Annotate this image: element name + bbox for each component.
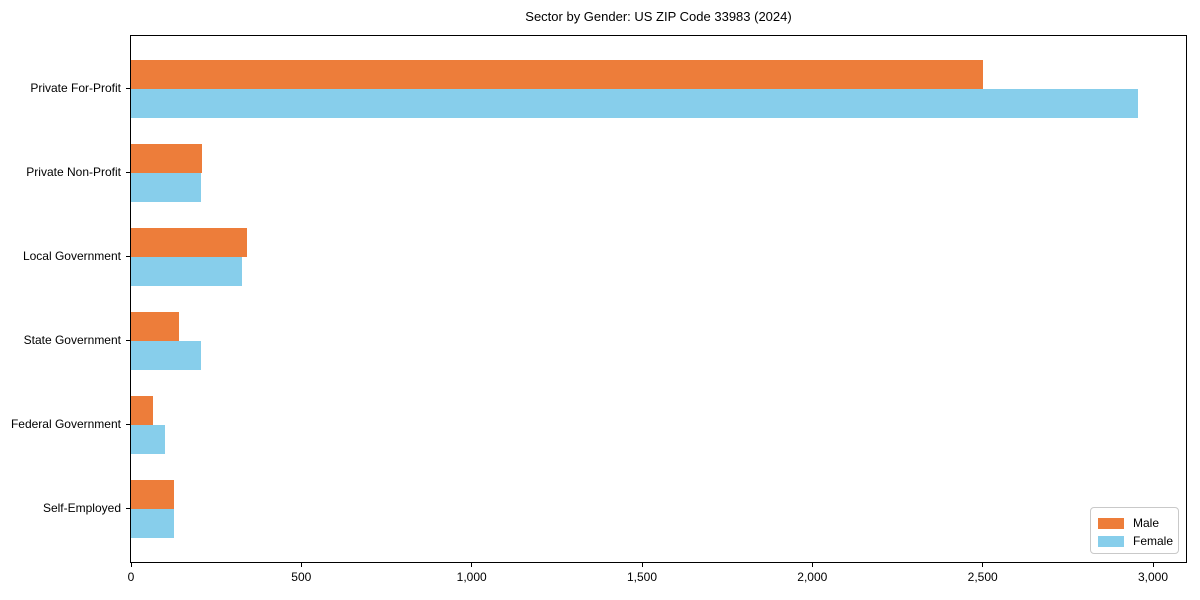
x-tick-label: 0 [127, 570, 135, 584]
legend-entry-female: Female [1098, 533, 1178, 549]
y-tick-label: State Government [23, 333, 121, 347]
y-tick-label: Local Government [22, 249, 121, 263]
y-tick-mark [126, 256, 130, 257]
y-tick-label: Private Non-Profit [26, 165, 121, 179]
bar-male-private-for-profit [131, 60, 983, 89]
y-tick-label: Private For-Profit [30, 81, 121, 95]
bar-male-state-government [131, 312, 180, 341]
y-tick-label: Federal Government [10, 417, 121, 431]
y-tick-mark [126, 424, 130, 425]
y-tick-mark [126, 508, 130, 509]
legend-label: Male [1133, 516, 1160, 530]
x-tick-label: 3,000 [1137, 570, 1169, 584]
legend-label: Female [1133, 534, 1174, 548]
legend-swatch-female [1098, 535, 1124, 547]
x-tick-mark [811, 563, 813, 567]
bar-male-federal-government [131, 396, 154, 425]
bar-female-private-for-profit [131, 89, 1138, 118]
x-tick-label: 2,500 [967, 570, 998, 584]
bar-female-self-employed [131, 509, 175, 538]
x-tick-mark [982, 563, 984, 567]
legend: Male Female [1090, 507, 1179, 554]
plot-area [130, 35, 1187, 563]
x-tick-mark [130, 563, 132, 567]
bar-male-private-non-profit [131, 144, 202, 173]
x-tick-label: 500 [291, 570, 312, 584]
y-tick-mark [126, 88, 130, 89]
x-tick-mark [471, 563, 473, 567]
legend-entry-male: Male [1098, 515, 1178, 531]
bar-male-self-employed [131, 480, 175, 509]
chart-title: Sector by Gender: US ZIP Code 33983 (202… [525, 9, 792, 24]
bar-female-state-government [131, 341, 202, 370]
y-tick-label: Self-Employed [42, 501, 121, 515]
x-tick-label: 2,000 [797, 570, 828, 584]
x-tick-mark [1152, 563, 1154, 567]
x-tick-label: 1,000 [456, 570, 487, 584]
legend-swatch-male [1098, 517, 1124, 529]
bar-male-local-government [131, 228, 247, 257]
y-tick-mark [126, 340, 130, 341]
bar-female-private-non-profit [131, 173, 201, 202]
x-tick-mark [300, 563, 302, 567]
bar-female-federal-government [131, 425, 166, 454]
y-tick-mark [126, 172, 130, 173]
x-tick-label: 1,500 [626, 570, 658, 584]
x-tick-mark [641, 563, 643, 567]
bar-female-local-government [131, 257, 243, 286]
